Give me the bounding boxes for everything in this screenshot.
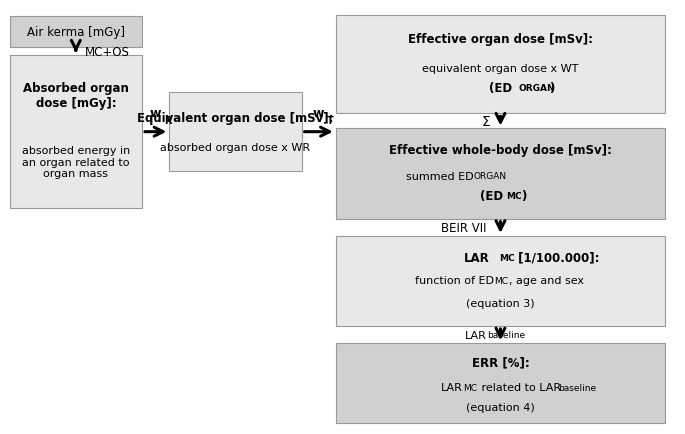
- Text: Air kerma [mGy]: Air kerma [mGy]: [27, 26, 125, 39]
- Text: ): ): [549, 82, 554, 95]
- Text: Equivalent organ dose [mSv]:: Equivalent organ dose [mSv]:: [137, 112, 334, 125]
- Text: baseline: baseline: [558, 383, 597, 392]
- Bar: [336, 129, 665, 219]
- Text: equivalent organ dose x WT: equivalent organ dose x WT: [422, 64, 579, 74]
- Text: MC: MC: [494, 276, 508, 285]
- Text: (equation 4): (equation 4): [466, 401, 535, 411]
- Text: R: R: [164, 116, 171, 126]
- Bar: [169, 93, 301, 172]
- Bar: [10, 56, 142, 208]
- Text: LAR: LAR: [464, 251, 490, 264]
- Text: Effective organ dose [mSv]:: Effective organ dose [mSv]:: [408, 33, 593, 46]
- Text: LAR: LAR: [465, 330, 487, 340]
- Text: BEIR VII: BEIR VII: [441, 221, 487, 234]
- Text: summed ED: summed ED: [406, 171, 473, 181]
- Text: MC+OS: MC+OS: [85, 46, 129, 59]
- Text: ORGAN: ORGAN: [473, 172, 506, 181]
- Text: absorbed energy in
an organ related to
organ mass: absorbed energy in an organ related to o…: [22, 146, 130, 179]
- Text: [1/100.000]:: [1/100.000]:: [514, 251, 599, 264]
- Text: ORGAN: ORGAN: [519, 84, 556, 93]
- Text: ): ): [521, 190, 526, 203]
- Text: w: w: [150, 107, 162, 119]
- Text: MC: MC: [506, 192, 521, 201]
- Bar: [336, 343, 665, 423]
- Bar: [336, 16, 665, 114]
- Bar: [10, 17, 142, 48]
- Text: MC: MC: [463, 383, 477, 392]
- Text: LAR: LAR: [441, 382, 463, 392]
- Text: (ED: (ED: [489, 82, 512, 95]
- Text: T: T: [327, 116, 334, 126]
- Text: function of ED: function of ED: [414, 276, 494, 286]
- Text: related to LAR: related to LAR: [478, 382, 561, 392]
- Text: MC: MC: [499, 253, 514, 262]
- Text: absorbed organ dose x WR: absorbed organ dose x WR: [160, 142, 310, 152]
- Text: Effective whole-body dose [mSv]:: Effective whole-body dose [mSv]:: [389, 144, 612, 157]
- Text: baseline: baseline: [487, 330, 525, 339]
- Text: (ED: (ED: [480, 190, 503, 203]
- Text: (equation 3): (equation 3): [466, 299, 535, 309]
- Text: Σ: Σ: [482, 115, 490, 128]
- Text: w: w: [313, 107, 325, 119]
- Bar: [336, 236, 665, 326]
- Text: , age and sex: , age and sex: [509, 276, 584, 286]
- Text: Absorbed organ
dose [mGy]:: Absorbed organ dose [mGy]:: [23, 82, 129, 110]
- Text: ERR [%]:: ERR [%]:: [471, 356, 530, 369]
